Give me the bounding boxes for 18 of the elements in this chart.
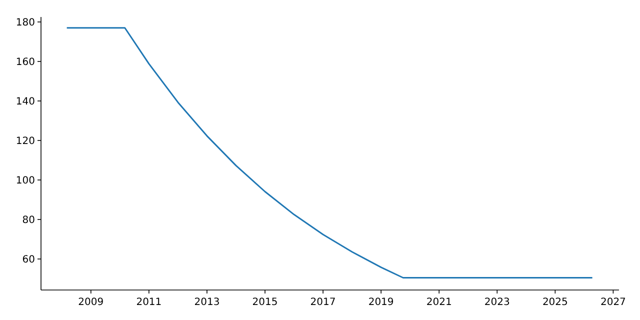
x-tick-label: 2013 <box>194 297 220 308</box>
x-tick-label: 2009 <box>78 297 104 308</box>
x-tick-label: 2021 <box>426 297 452 308</box>
line-series <box>66 27 594 279</box>
x-tick-label: 2025 <box>542 297 568 308</box>
x-tick-label: 2023 <box>484 297 510 308</box>
x-tick-label: 2027 <box>600 297 626 308</box>
y-tick-label: 180 <box>16 17 35 28</box>
x-tick-label: 2017 <box>310 297 336 308</box>
y-tick-label: 60 <box>22 254 35 266</box>
x-tick-label: 2015 <box>252 297 278 308</box>
y-tick-label: 160 <box>16 56 35 68</box>
y-tick-label: 120 <box>16 136 35 147</box>
x-tick-label: 2011 <box>136 297 162 308</box>
y-tick-label: 140 <box>16 96 35 108</box>
y-tick-label: 80 <box>22 214 35 226</box>
y-tick-label: 100 <box>16 175 35 186</box>
x-tick-label: 2019 <box>368 297 394 308</box>
